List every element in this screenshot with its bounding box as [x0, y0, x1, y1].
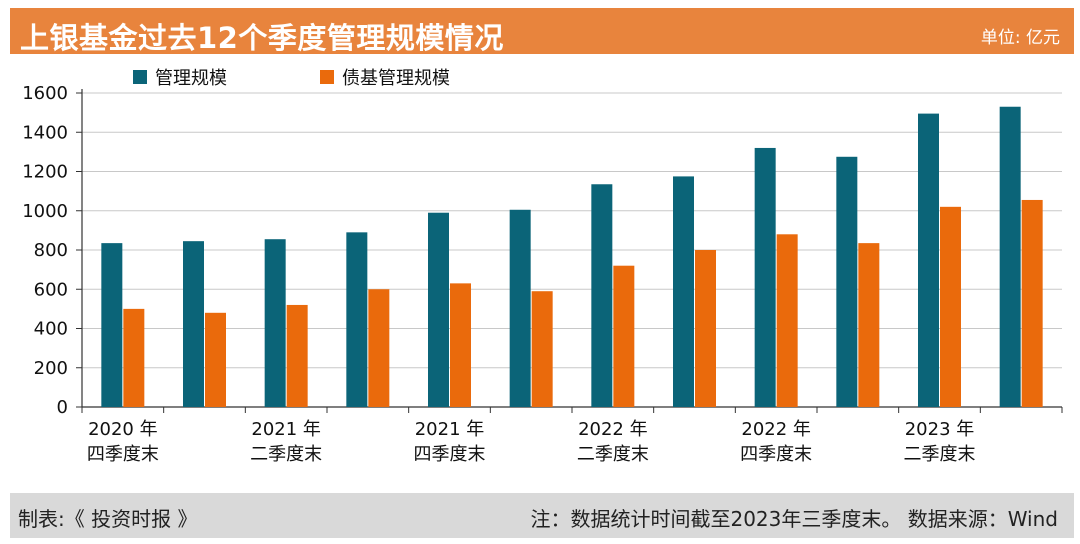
- y-tick-label: 400: [34, 319, 68, 340]
- y-tick-label: 800: [34, 240, 68, 261]
- bar-series-2: [776, 234, 798, 407]
- bar-series-1: [264, 239, 286, 407]
- bar-series-2: [123, 308, 145, 407]
- bar-series-1: [101, 243, 123, 407]
- bar-series-2: [531, 291, 553, 407]
- legend-swatch-series-2: [320, 70, 334, 84]
- bar-series-2: [450, 283, 471, 407]
- x-tick-label-year: 2021 年: [415, 419, 485, 440]
- title-bar: 上银基金过去12个季度管理规模情况 单位: 亿元: [10, 8, 1074, 55]
- grid-layer: [82, 92, 1062, 369]
- bar-layer: [101, 106, 1043, 408]
- y-tick-label: 1400: [22, 122, 68, 143]
- legend-swatch-series-1: [133, 70, 147, 84]
- y-tick-label: 1200: [22, 162, 68, 183]
- bar-series-2: [205, 312, 226, 407]
- y-tick-label: 0: [57, 397, 68, 418]
- x-tick-label-year: 2023 年: [905, 419, 975, 440]
- x-tick-label-quarter: 四季度末: [87, 444, 159, 465]
- bar-series-1: [346, 232, 368, 407]
- y-tick-label: 1000: [22, 201, 68, 222]
- bar-series-2: [368, 289, 390, 407]
- bar-series-1: [591, 184, 613, 407]
- x-tick-label-year: 2021 年: [251, 419, 321, 440]
- bar-series-1: [183, 241, 204, 407]
- bar-series-1: [754, 147, 776, 407]
- chart-title: 上银基金过去12个季度管理规模情况: [20, 21, 504, 55]
- bar-series-1: [509, 209, 531, 407]
- data-note: 注：数据统计时间截至2023年三季度末。 数据来源：Wind: [530, 507, 1058, 531]
- bar-series-2: [858, 243, 880, 407]
- y-tick-label: 200: [34, 358, 68, 379]
- y-tick-label: 1600: [22, 83, 68, 104]
- bar-series-1: [836, 156, 858, 407]
- bar-series-1: [428, 212, 449, 407]
- bar-series-1: [999, 106, 1021, 408]
- legend-label-series-1: 管理规模: [155, 68, 227, 89]
- bar-series-1: [918, 113, 939, 407]
- x-tick-label-quarter: 四季度末: [414, 444, 486, 465]
- legend-label-series-2: 债基管理规模: [342, 68, 450, 89]
- x-tick-label-quarter: 四季度末: [740, 444, 812, 465]
- legend: 管理规模 债基管理规模: [133, 68, 450, 89]
- source-label: 制表:《 投资时报 》: [18, 507, 198, 531]
- x-tick-label-quarter: 二季度末: [250, 444, 322, 465]
- bar-series-1: [673, 176, 694, 407]
- x-tick-label-quarter: 二季度末: [904, 444, 976, 465]
- bar-series-2: [613, 265, 635, 407]
- bar-series-2: [286, 304, 308, 407]
- unit-label: 单位: 亿元: [980, 28, 1060, 48]
- bar-series-2: [1021, 199, 1043, 407]
- footer-bar: 制表:《 投资时报 》 注：数据统计时间截至2023年三季度末。 数据来源：Wi…: [10, 493, 1074, 538]
- x-tick-label-quarter: 二季度末: [577, 444, 649, 465]
- x-tick-label-year: 2022 年: [578, 419, 648, 440]
- x-tick-label-year: 2020 年: [88, 419, 158, 440]
- bar-series-2: [695, 250, 716, 407]
- bar-series-2: [940, 206, 961, 407]
- y-tick-label: 600: [34, 279, 68, 300]
- x-tick-label-year: 2022 年: [741, 419, 811, 440]
